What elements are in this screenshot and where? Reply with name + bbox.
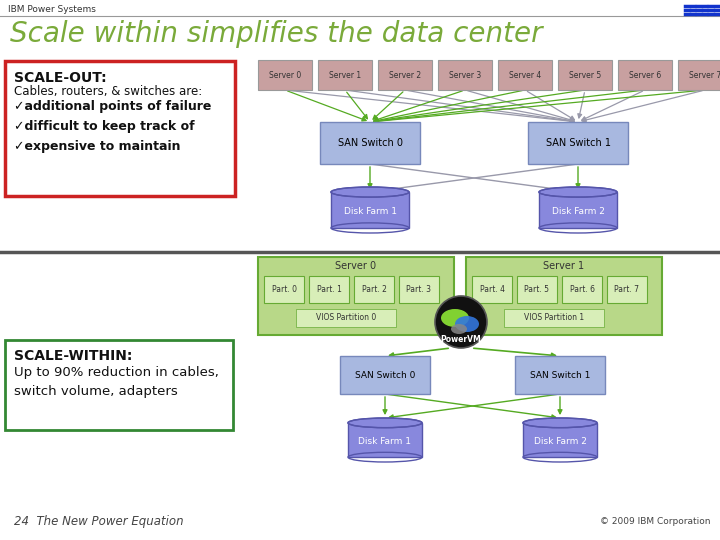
Text: Server 0: Server 0 [269, 71, 301, 79]
Text: switch volume, adapters: switch volume, adapters [14, 385, 178, 398]
Text: Cables, routers, & switches are:: Cables, routers, & switches are: [14, 85, 202, 98]
Bar [517, 276, 557, 303]
Ellipse shape [451, 324, 467, 334]
Text: VIOS Partition 0: VIOS Partition 0 [316, 314, 376, 322]
Text: ✓expensive to maintain: ✓expensive to maintain [14, 140, 181, 153]
Bar [5, 61, 235, 196]
Ellipse shape [331, 187, 409, 197]
Bar [348, 423, 422, 457]
Bar [5, 340, 233, 430]
Bar [607, 276, 647, 303]
Bar [498, 60, 552, 90]
Text: Server 4: Server 4 [509, 71, 541, 79]
Bar [472, 276, 512, 303]
Bar [331, 192, 409, 228]
Text: PowerVM: PowerVM [441, 334, 482, 343]
Text: Server 1: Server 1 [544, 261, 585, 271]
Ellipse shape [455, 316, 479, 332]
Text: Scale within simplifies the data center: Scale within simplifies the data center [10, 20, 542, 48]
Text: Server 3: Server 3 [449, 71, 481, 79]
Bar [378, 60, 432, 90]
Text: SAN Switch 1: SAN Switch 1 [530, 370, 590, 380]
Bar [399, 276, 439, 303]
Text: Part. 5: Part. 5 [524, 285, 549, 294]
Text: Part. 6: Part. 6 [570, 285, 595, 294]
Text: ✓additional points of failure: ✓additional points of failure [14, 100, 212, 113]
Text: SAN Switch 1: SAN Switch 1 [546, 138, 611, 148]
Bar [258, 60, 312, 90]
Bar [438, 60, 492, 90]
Ellipse shape [523, 418, 597, 428]
Text: ✓difficult to keep track of: ✓difficult to keep track of [14, 120, 194, 133]
Text: Part. 1: Part. 1 [317, 285, 341, 294]
Text: Part. 3: Part. 3 [407, 285, 431, 294]
Text: 24  The New Power Equation: 24 The New Power Equation [14, 516, 184, 529]
Text: IBM Power Systems: IBM Power Systems [8, 5, 96, 15]
Text: Disk Farm 1: Disk Farm 1 [343, 207, 397, 217]
Text: Up to 90% reduction in cables,: Up to 90% reduction in cables, [14, 366, 219, 379]
Bar [504, 309, 604, 327]
Text: Disk Farm 2: Disk Farm 2 [552, 207, 604, 217]
Bar [354, 276, 394, 303]
Bar [264, 276, 304, 303]
Bar [309, 276, 349, 303]
Bar [320, 122, 420, 164]
Bar [528, 122, 628, 164]
Ellipse shape [441, 309, 469, 327]
Bar [618, 60, 672, 90]
Bar [515, 356, 605, 394]
Text: SCALE-OUT:: SCALE-OUT: [14, 71, 107, 85]
Circle shape [435, 296, 487, 348]
Text: Server 0: Server 0 [336, 261, 377, 271]
Bar [258, 257, 454, 335]
Text: Part. 2: Part. 2 [361, 285, 387, 294]
Text: Server 5: Server 5 [569, 71, 601, 79]
Text: © 2009 IBM Corporation: © 2009 IBM Corporation [600, 517, 710, 526]
Text: Part. 4: Part. 4 [480, 285, 505, 294]
Text: Disk Farm 2: Disk Farm 2 [534, 437, 586, 447]
Bar [558, 60, 612, 90]
Text: Server 7: Server 7 [689, 71, 720, 79]
Text: Part. 0: Part. 0 [271, 285, 297, 294]
Ellipse shape [348, 418, 422, 428]
Bar [340, 356, 430, 394]
Bar [318, 60, 372, 90]
Bar [296, 309, 396, 327]
Text: VIOS Partition 1: VIOS Partition 1 [524, 314, 584, 322]
Bar [466, 257, 662, 335]
Text: Part. 7: Part. 7 [614, 285, 639, 294]
Bar [678, 60, 720, 90]
Text: Server 6: Server 6 [629, 71, 661, 79]
Bar [523, 423, 597, 457]
Text: Server 1: Server 1 [329, 71, 361, 79]
Text: Server 2: Server 2 [389, 71, 421, 79]
Ellipse shape [539, 187, 617, 197]
Text: Disk Farm 1: Disk Farm 1 [359, 437, 412, 447]
Bar [539, 192, 617, 228]
Text: SAN Switch 0: SAN Switch 0 [338, 138, 402, 148]
Text: SCALE-WITHIN:: SCALE-WITHIN: [14, 349, 132, 363]
Text: SAN Switch 0: SAN Switch 0 [355, 370, 415, 380]
Bar [562, 276, 602, 303]
